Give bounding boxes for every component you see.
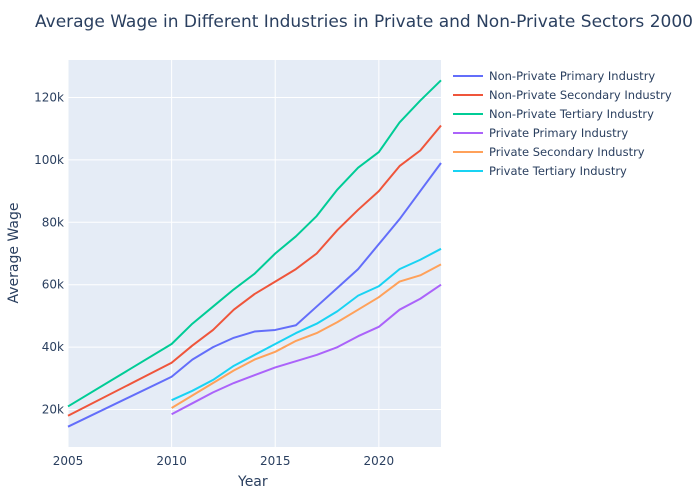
legend-label: Private Primary Industry <box>489 125 629 140</box>
series-line-non-private-primary-industry <box>67 162 442 428</box>
x-tick-label: 2015 <box>260 454 291 468</box>
legend-label: Non-Private Primary Industry <box>489 68 656 83</box>
legend-item[interactable]: Non-Private Primary Industry <box>453 66 672 85</box>
x-tick-label: 2020 <box>364 454 395 468</box>
legend-swatch <box>453 131 483 134</box>
y-tick-label: 100k <box>34 153 64 167</box>
legend: Non-Private Primary Industry Non-Private … <box>453 66 672 180</box>
legend-swatch <box>453 74 483 77</box>
grid-lines <box>67 60 441 447</box>
y-tick-label: 60k <box>42 278 64 292</box>
series-line-non-private-tertiary-industry <box>67 79 442 408</box>
legend-item[interactable]: Private Secondary Industry <box>453 142 672 161</box>
y-tick-label: 20k <box>42 403 64 417</box>
legend-swatch <box>453 93 483 96</box>
legend-item[interactable]: Private Primary Industry <box>453 123 672 142</box>
legend-label: Private Secondary Industry <box>489 144 645 159</box>
chart-title: Average Wage in Different Industries in … <box>35 12 693 32</box>
y-axis-title: Average Wage <box>6 202 22 304</box>
legend-label: Private Tertiary Industry <box>489 163 627 178</box>
y-tick-label: 40k <box>42 340 64 354</box>
legend-swatch <box>453 150 483 153</box>
legend-item[interactable]: Private Tertiary Industry <box>453 161 672 180</box>
x-tick-label: 2010 <box>156 454 187 468</box>
legend-label: Non-Private Tertiary Industry <box>489 106 654 121</box>
plot-area <box>68 60 441 447</box>
legend-swatch <box>453 169 483 172</box>
series-line-private-tertiary-industry <box>171 247 442 402</box>
series-line-private-secondary-industry <box>171 263 442 409</box>
legend-item[interactable]: Non-Private Secondary Industry <box>453 85 672 104</box>
x-axis-ticks: 2005 2010 2015 2020 <box>53 454 394 468</box>
x-tick-label: 2005 <box>53 454 84 468</box>
legend-label: Non-Private Secondary Industry <box>489 87 672 102</box>
y-axis-ticks: 20k 40k 60k 80k 100k 120k <box>34 90 64 416</box>
y-tick-label: 80k <box>42 215 64 229</box>
series-lines <box>67 79 442 428</box>
x-axis-title: Year <box>238 474 268 490</box>
y-tick-label: 120k <box>34 90 64 104</box>
series-line-non-private-secondary-industry <box>67 124 442 417</box>
series-line-private-primary-industry <box>171 283 442 416</box>
legend-item[interactable]: Non-Private Tertiary Industry <box>453 104 672 123</box>
legend-swatch <box>453 112 483 115</box>
